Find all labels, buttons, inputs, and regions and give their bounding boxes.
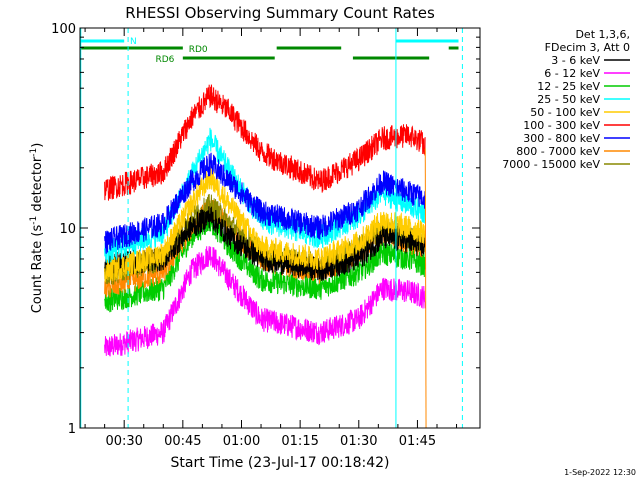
y-axis-label: Count Rate (s-1 detector-1) — [29, 143, 45, 314]
x-tick-label-2: 01:00 — [223, 434, 260, 449]
legend-label-8: 7000 - 15000 keV — [502, 158, 600, 171]
legend-label-1: 6 - 12 keV — [544, 67, 600, 80]
series-line-4 — [104, 165, 426, 283]
x-tick-label-3: 01:15 — [281, 434, 318, 449]
y-tick-label-0: 1 — [68, 422, 76, 437]
axis-ticks: 00:30 00:45 01:00 01:15 01:30 01:45 1 10 100 — [51, 22, 480, 449]
plot-area: N RD0 RD6 00:30 00:45 01:00 01:15 01:30 01:45 1 1… — [51, 22, 481, 449]
legend-label-3: 25 - 50 keV — [537, 93, 600, 106]
flag-bars: N RD0 RD6 — [80, 37, 459, 65]
y-tick-label-2: 100 — [51, 22, 76, 37]
x-tick-label-1: 00:45 — [164, 434, 201, 449]
x-tick-label-4: 01:30 — [340, 434, 377, 449]
legend-label-0: 3 - 6 keV — [551, 54, 600, 67]
x-tick-label-5: 01:45 — [399, 434, 436, 449]
legend-header-line1: Det 1,3,6, — [575, 28, 630, 41]
x-tick-label-0: 00:30 — [105, 434, 142, 449]
series-line-5 — [104, 84, 426, 201]
legend-header-line2: FDecim 3, Att 0 — [545, 41, 630, 54]
legend-label-6: 300 - 800 keV — [523, 132, 600, 145]
chart-title: RHESSI Observing Summary Count Rates — [125, 4, 435, 22]
legend-label-5: 100 - 300 keV — [523, 119, 600, 132]
data-layer — [104, 84, 427, 429]
y-tick-label-1: 10 — [59, 222, 76, 237]
series-line-6 — [104, 152, 426, 254]
flag-label-1: RD0 — [189, 45, 208, 55]
legend-label-4: 50 - 100 keV — [530, 106, 600, 119]
x-axis-label: Start Time (23-Jul-17 00:18:42) — [170, 455, 389, 471]
legend-label-2: 12 - 25 keV — [537, 80, 600, 93]
footer-timestamp: 1-Sep-2022 12:30 — [564, 468, 636, 477]
series-line-1 — [104, 246, 426, 357]
flag-label-0: N — [130, 37, 137, 47]
series-dropoff — [424, 148, 427, 429]
legend-label-7: 800 - 7000 keV — [516, 145, 600, 158]
flag-label-2: RD6 — [155, 55, 174, 65]
